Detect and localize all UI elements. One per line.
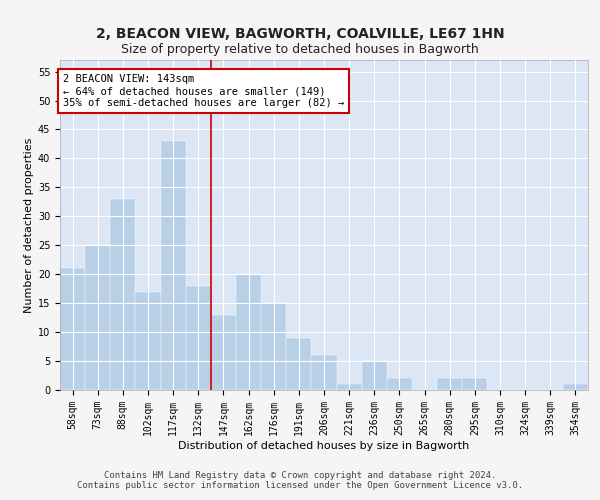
Text: 2, BEACON VIEW, BAGWORTH, COALVILLE, LE67 1HN: 2, BEACON VIEW, BAGWORTH, COALVILLE, LE6… xyxy=(95,28,505,42)
Bar xyxy=(563,384,588,390)
Bar xyxy=(85,246,110,390)
Bar xyxy=(161,141,186,390)
Bar xyxy=(236,274,261,390)
Bar xyxy=(110,199,136,390)
X-axis label: Distribution of detached houses by size in Bagworth: Distribution of detached houses by size … xyxy=(178,440,470,450)
Bar xyxy=(362,361,387,390)
Bar xyxy=(311,356,337,390)
Bar xyxy=(261,303,286,390)
Bar xyxy=(437,378,462,390)
Bar xyxy=(136,292,161,390)
Bar xyxy=(211,314,236,390)
Text: 2 BEACON VIEW: 143sqm
← 64% of detached houses are smaller (149)
35% of semi-det: 2 BEACON VIEW: 143sqm ← 64% of detached … xyxy=(63,74,344,108)
Bar xyxy=(186,286,211,390)
Bar xyxy=(60,268,85,390)
Text: Contains HM Land Registry data © Crown copyright and database right 2024.
Contai: Contains HM Land Registry data © Crown c… xyxy=(77,470,523,490)
Text: Size of property relative to detached houses in Bagworth: Size of property relative to detached ho… xyxy=(121,42,479,56)
Bar xyxy=(337,384,362,390)
Bar xyxy=(387,378,412,390)
Bar xyxy=(286,338,311,390)
Y-axis label: Number of detached properties: Number of detached properties xyxy=(23,138,34,312)
Bar xyxy=(462,378,487,390)
